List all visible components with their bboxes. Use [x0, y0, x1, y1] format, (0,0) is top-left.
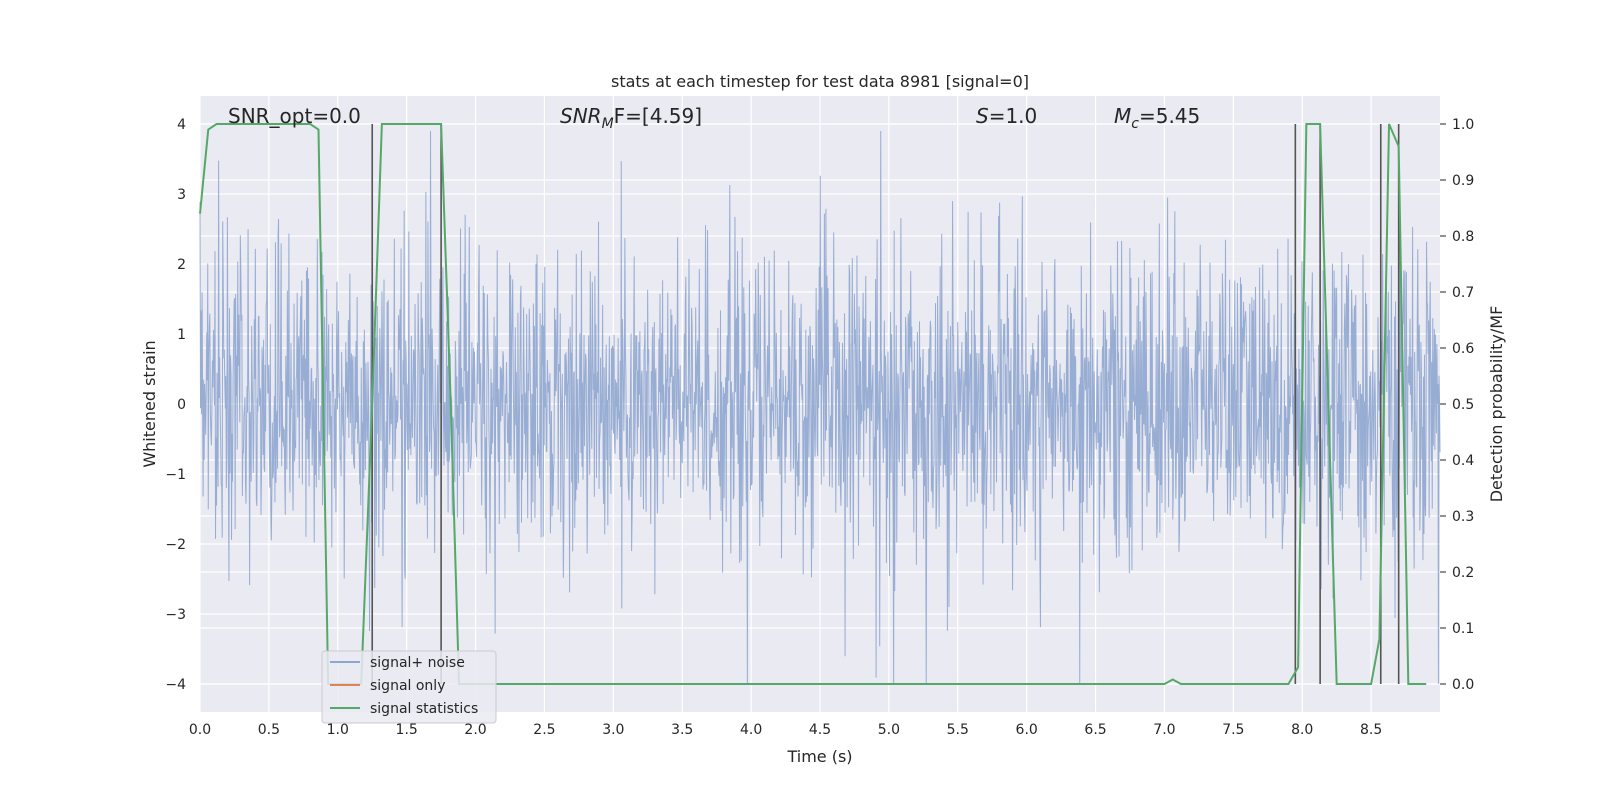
legend-box: [321, 650, 497, 724]
y-right-tick-label-7: 0.7: [1452, 285, 1474, 301]
x-tick-label-10: 5.0: [878, 722, 900, 738]
x-tick-label-12: 6.0: [1016, 722, 1038, 738]
legend-label-signal-noise: signal+ noise: [370, 655, 465, 671]
annotation-snr-mf-main: SNR: [560, 104, 602, 128]
x-tick-labels: 0.0 0.5 1.0 1.5 2.0 2.5 3.0 3.5 4.0 4.5 5.0 5.5 6.0 6…: [189, 722, 1382, 738]
x-tick-label-0: 0.0: [189, 722, 211, 738]
annotation-snr-mf-rest: F=[4.59]: [614, 104, 702, 128]
y-right-tick-labels: 0.0 0.1 0.2 0.3 0.4 0.5 0.6 0.7 0.8 0.9 1.0: [1440, 117, 1474, 693]
x-tick-label-5: 2.5: [533, 722, 555, 738]
y-left-tick-label-3: −1: [165, 467, 186, 483]
x-axis-label: Time (s): [786, 747, 852, 766]
y-right-tick-label-10: 1.0: [1452, 117, 1474, 133]
y-left-tick-label-6: 2: [177, 257, 186, 273]
y-right-tick-label-6: 0.6: [1452, 341, 1474, 357]
y-left-tick-label-4: 0: [177, 397, 186, 413]
y-right-tick-label-9: 0.9: [1452, 173, 1474, 189]
y-right-tick-label-3: 0.3: [1452, 509, 1474, 525]
x-tick-label-2: 1.0: [327, 722, 349, 738]
y-left-tick-labels: −4 −3 −2 −1 0 1 2 3 4: [165, 117, 186, 693]
annotation-mc-rest: =5.45: [1139, 104, 1200, 128]
x-tick-label-6: 3.0: [602, 722, 624, 738]
x-tick-label-16: 8.0: [1291, 722, 1313, 738]
y-left-tick-label-8: 4: [177, 117, 186, 133]
annotation-mc-sub: c: [1131, 116, 1139, 132]
x-tick-label-14: 7.0: [1153, 722, 1175, 738]
annotation-mc-main: M: [1114, 104, 1131, 128]
y-right-tick-label-2: 0.2: [1452, 565, 1474, 581]
annotation-s-main: S: [976, 104, 989, 128]
y-right-tick-label-0: 0.0: [1452, 677, 1474, 693]
y-left-tick-label-7: 3: [177, 187, 186, 203]
annotation-s: S=1.0: [976, 104, 1037, 128]
annotation-s-rest: =1.0: [989, 104, 1038, 128]
signal-statistics-line: [199, 123, 1427, 685]
annotation-snr-mf-sub: M: [602, 116, 614, 132]
x-tick-label-7: 3.5: [671, 722, 693, 738]
y-right-tick-label-5: 0.5: [1452, 397, 1474, 413]
x-tick-label-13: 6.5: [1084, 722, 1106, 738]
y-left-tick-label-2: −2: [165, 537, 186, 553]
x-tick-label-1: 0.5: [258, 722, 280, 738]
y-left-tick-label-0: −4: [165, 677, 186, 693]
y-left-tick-label-1: −3: [165, 607, 186, 623]
series-signal-statistics: [199, 123, 1427, 685]
x-tick-label-15: 7.5: [1222, 722, 1244, 738]
legend: signal+ noise signal only signal statist…: [321, 650, 497, 724]
annotation-mc: Mc=5.45: [1114, 104, 1200, 132]
x-tick-label-17: 8.5: [1360, 722, 1382, 738]
series-signal-noise: [199, 130, 1441, 685]
x-tick-label-8: 4.0: [740, 722, 762, 738]
y-left-tick-label-5: 1: [177, 327, 186, 343]
grid: [199, 96, 1440, 712]
y-right-tick-label-1: 0.1: [1452, 621, 1474, 637]
x-tick-label-3: 1.5: [396, 722, 418, 738]
annotation-snr-opt: SNR_opt=0.0: [228, 104, 361, 128]
x-tick-label-9: 4.5: [809, 722, 831, 738]
y-left-axis-label: Whitened strain: [140, 340, 159, 467]
y-right-tick-label-4: 0.4: [1452, 453, 1474, 469]
legend-label-signal-only: signal only: [370, 678, 445, 694]
x-tick-label-11: 5.5: [947, 722, 969, 738]
x-tick-label-4: 2.0: [464, 722, 486, 738]
signal-noise-line: [199, 130, 1441, 685]
annotation-snr-mf: SNRMF=[4.59]: [560, 104, 702, 132]
legend-label-signal-statistics: signal statistics: [370, 701, 478, 717]
chart-title: stats at each timestep for test data 898…: [611, 72, 1029, 91]
y-right-tick-label-8: 0.8: [1452, 229, 1474, 245]
y-right-axis-label: Detection probability/MF: [1487, 306, 1506, 503]
